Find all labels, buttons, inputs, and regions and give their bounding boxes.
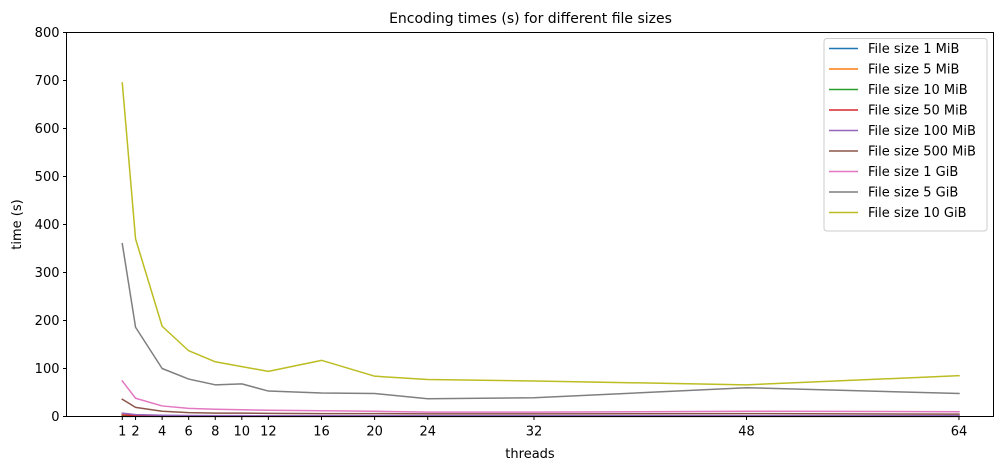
legend-label: File size 100 MiB bbox=[868, 124, 976, 139]
y-axis-label: time (s) bbox=[10, 199, 25, 249]
y-tick-label: 400 bbox=[35, 218, 60, 233]
x-tick-label: 16 bbox=[313, 425, 330, 440]
y-tick-label: 500 bbox=[35, 170, 60, 185]
x-tick-label: 8 bbox=[211, 425, 219, 440]
legend-label: File size 10 MiB bbox=[868, 83, 968, 98]
legend-label: File size 500 MiB bbox=[868, 145, 976, 160]
y-tick-label: 800 bbox=[35, 26, 60, 41]
y-axis: 0 100 200 300 400 500 600 700 800 bbox=[35, 26, 67, 425]
y-tick-label: 200 bbox=[35, 314, 60, 329]
chart-title: Encoding times (s) for different file si… bbox=[389, 11, 672, 27]
legend-label: File size 5 GiB bbox=[868, 186, 958, 201]
y-tick-label: 600 bbox=[35, 122, 60, 137]
x-tick-label: 32 bbox=[526, 425, 543, 440]
y-tick-label: 0 bbox=[51, 410, 59, 425]
x-tick-label: 1 bbox=[118, 425, 126, 440]
y-tick-label: 700 bbox=[35, 74, 60, 89]
x-tick-label: 10 bbox=[234, 425, 251, 440]
x-tick-label: 12 bbox=[260, 425, 277, 440]
x-tick-label: 2 bbox=[131, 425, 139, 440]
x-tick-label: 6 bbox=[185, 425, 193, 440]
legend-label: File size 1 GiB bbox=[868, 165, 958, 180]
x-tick-label: 48 bbox=[738, 425, 755, 440]
legend-label: File size 10 GiB bbox=[868, 206, 967, 221]
x-tick-label: 64 bbox=[951, 425, 968, 440]
x-tick-label: 4 bbox=[158, 425, 166, 440]
legend-label: File size 5 MiB bbox=[868, 63, 959, 78]
y-tick-label: 100 bbox=[35, 362, 60, 377]
legend: File size 1 MiB File size 5 MiB File size … bbox=[824, 39, 987, 232]
x-tick-label: 24 bbox=[419, 425, 436, 440]
x-axis-label: threads bbox=[505, 447, 555, 462]
series-line-8 bbox=[122, 244, 959, 399]
y-tick-label: 300 bbox=[35, 266, 60, 281]
legend-label: File size 50 MiB bbox=[868, 104, 968, 119]
legend-label: File size 1 MiB bbox=[868, 42, 959, 57]
x-tick-label: 20 bbox=[366, 425, 383, 440]
